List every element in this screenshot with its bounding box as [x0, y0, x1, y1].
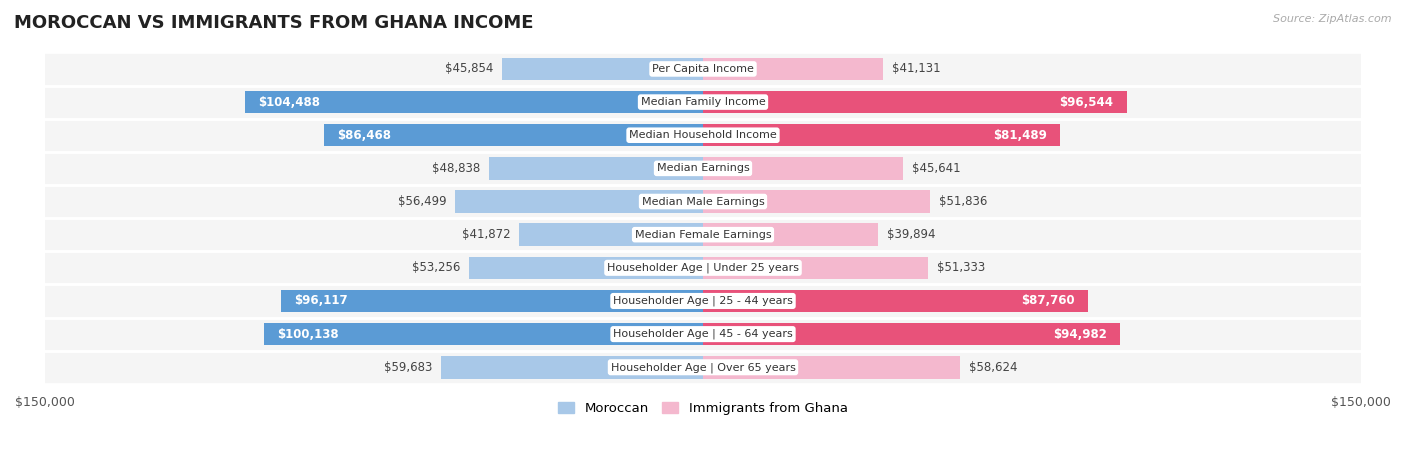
Text: Per Capita Income: Per Capita Income — [652, 64, 754, 74]
Text: $87,760: $87,760 — [1021, 295, 1074, 307]
Text: $86,468: $86,468 — [337, 129, 391, 142]
Text: Median Earnings: Median Earnings — [657, 163, 749, 173]
Bar — [703, 190, 931, 213]
Bar — [489, 157, 703, 180]
Text: $45,854: $45,854 — [444, 63, 494, 76]
Text: $53,256: $53,256 — [412, 262, 461, 274]
Text: Median Male Earnings: Median Male Earnings — [641, 197, 765, 206]
Text: $45,641: $45,641 — [912, 162, 960, 175]
Bar — [45, 318, 1361, 351]
Bar — [703, 57, 883, 80]
Bar — [245, 91, 703, 113]
Bar — [45, 152, 1361, 185]
Bar — [703, 124, 1060, 147]
Bar — [703, 223, 877, 246]
Text: Median Family Income: Median Family Income — [641, 97, 765, 107]
Text: $96,117: $96,117 — [294, 295, 349, 307]
Bar — [703, 290, 1088, 312]
Text: Householder Age | Under 25 years: Householder Age | Under 25 years — [607, 262, 799, 273]
Text: $41,872: $41,872 — [463, 228, 510, 241]
Bar — [703, 91, 1126, 113]
Legend: Moroccan, Immigrants from Ghana: Moroccan, Immigrants from Ghana — [553, 397, 853, 420]
Bar — [456, 190, 703, 213]
Text: $58,624: $58,624 — [969, 361, 1018, 374]
Text: $56,499: $56,499 — [398, 195, 446, 208]
Text: Householder Age | 45 - 64 years: Householder Age | 45 - 64 years — [613, 329, 793, 340]
Bar — [45, 284, 1361, 318]
Text: $94,982: $94,982 — [1053, 328, 1107, 340]
Bar — [323, 124, 703, 147]
Text: Householder Age | Over 65 years: Householder Age | Over 65 years — [610, 362, 796, 373]
Text: $59,683: $59,683 — [384, 361, 433, 374]
Text: $81,489: $81,489 — [994, 129, 1047, 142]
Bar — [519, 223, 703, 246]
Text: $104,488: $104,488 — [257, 96, 319, 109]
Text: $48,838: $48,838 — [432, 162, 479, 175]
Bar — [703, 157, 903, 180]
Text: $51,836: $51,836 — [939, 195, 987, 208]
Bar — [45, 85, 1361, 119]
Text: Median Household Income: Median Household Income — [628, 130, 778, 140]
Text: $96,544: $96,544 — [1059, 96, 1114, 109]
Bar — [703, 256, 928, 279]
Bar — [45, 185, 1361, 218]
Bar — [45, 119, 1361, 152]
Text: Source: ZipAtlas.com: Source: ZipAtlas.com — [1274, 14, 1392, 24]
Bar — [441, 356, 703, 379]
Bar — [703, 323, 1119, 346]
Bar — [264, 323, 703, 346]
Text: $51,333: $51,333 — [936, 262, 986, 274]
Bar — [281, 290, 703, 312]
Bar — [470, 256, 703, 279]
Bar — [703, 356, 960, 379]
Text: Householder Age | 25 - 44 years: Householder Age | 25 - 44 years — [613, 296, 793, 306]
Bar — [502, 57, 703, 80]
Text: Median Female Earnings: Median Female Earnings — [634, 230, 772, 240]
Bar — [45, 251, 1361, 284]
Bar — [45, 218, 1361, 251]
Bar — [45, 351, 1361, 384]
Text: $41,131: $41,131 — [893, 63, 941, 76]
Text: $39,894: $39,894 — [887, 228, 935, 241]
Bar — [45, 52, 1361, 85]
Text: $100,138: $100,138 — [277, 328, 339, 340]
Text: MOROCCAN VS IMMIGRANTS FROM GHANA INCOME: MOROCCAN VS IMMIGRANTS FROM GHANA INCOME — [14, 14, 533, 32]
